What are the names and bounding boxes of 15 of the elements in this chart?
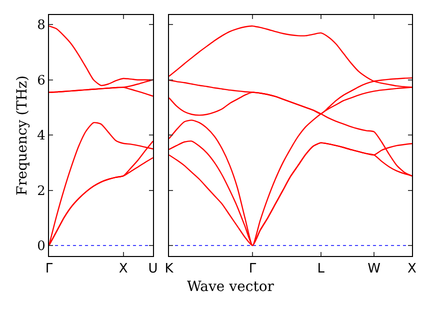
y-axis-title: Frequency (THz)	[14, 75, 31, 196]
x-tick-label: U	[148, 262, 158, 277]
x-tick-label: L	[317, 262, 326, 277]
x-tick-label: K	[164, 262, 174, 277]
x-tick-label: Γ	[248, 262, 257, 277]
x-tick-label: W	[368, 262, 381, 277]
y-tick-label: 2	[37, 184, 46, 199]
x-tick-label: X	[408, 262, 417, 277]
x-axis-title: Wave vector	[187, 279, 274, 295]
y-tick-label: 6	[37, 73, 46, 88]
x-tick-label: Γ	[45, 262, 54, 277]
y-tick-label: 4	[37, 128, 46, 144]
y-tick-label: 8	[37, 18, 46, 34]
x-tick-label: X	[118, 262, 128, 277]
y-tick-label: 0	[37, 239, 46, 254]
